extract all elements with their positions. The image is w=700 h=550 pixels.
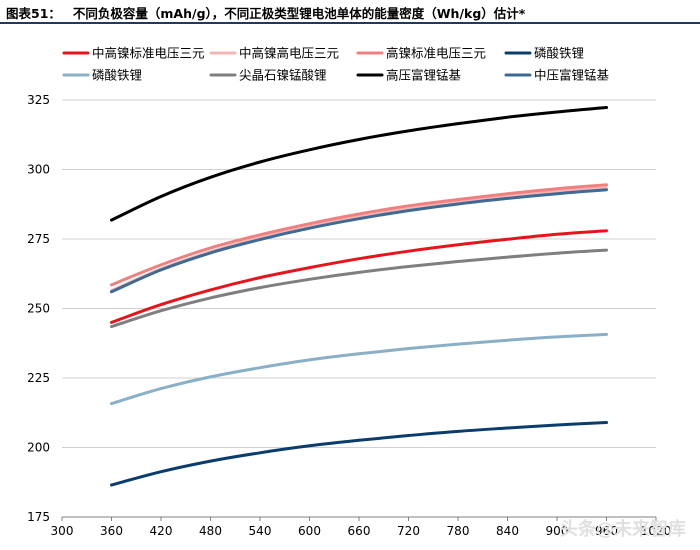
- legend-label-1: 中高镍标准电压三元: [92, 46, 205, 61]
- series-line-3: [110, 183, 608, 287]
- series-line-4: [110, 421, 608, 487]
- x-tick-label: 480: [199, 524, 222, 538]
- legend-label-5: 磷酸铁锂: [92, 68, 142, 83]
- gridlines: [62, 99, 656, 448]
- x-tick-label: 960: [595, 524, 618, 538]
- figure-number: 图表51：: [6, 6, 61, 21]
- y-tick-label: 225: [27, 371, 50, 385]
- series-line-6: [110, 248, 608, 329]
- y-tick-label: 325: [27, 93, 50, 107]
- x-tick-label: 840: [496, 524, 519, 538]
- watermark: 头条@未来智库: [560, 519, 686, 540]
- y-tick-label: 175: [27, 510, 50, 524]
- x-tick-label: 420: [150, 524, 173, 538]
- legend-label-6: 尖晶石镍锰酸锂: [239, 68, 327, 83]
- x-tick-label: 600: [298, 524, 321, 538]
- x-tick-label: 900: [546, 524, 569, 538]
- series-line-1: [110, 229, 608, 324]
- x-tick-label: 660: [348, 524, 371, 538]
- figure-title-text: 不同负极容量（mAh/g），不同正极类型锂电池单体的能量密度（Wh/kg）估计*: [72, 6, 526, 21]
- x-tick-label: 540: [249, 524, 272, 538]
- legend-label-2: 中高镍高电压三元: [239, 46, 339, 61]
- figure-title-bar: 图表51： 不同负极容量（mAh/g），不同正极类型锂电池单体的能量密度（Wh/k…: [0, 0, 700, 24]
- figure-title: 图表51： 不同负极容量（mAh/g），不同正极类型锂电池单体的能量密度（Wh/k…: [6, 3, 525, 22]
- series-lines: [110, 106, 608, 487]
- x-tick-label: 360: [100, 524, 123, 538]
- legend-label-4: 磷酸铁锂: [534, 46, 584, 61]
- y-tick-label: 300: [27, 163, 50, 177]
- series-line-7: [110, 106, 608, 222]
- y-tick-label: 250: [27, 302, 50, 316]
- y-tick-label: 200: [27, 441, 50, 455]
- legend-label-3: 高镍标准电压三元: [386, 46, 486, 61]
- series-line-8: [110, 188, 608, 294]
- x-tick-label: 300: [51, 524, 74, 538]
- x-tick-label: 720: [397, 524, 420, 538]
- legend-label-8: 中压富锂锰基: [534, 68, 610, 83]
- series-line-5: [110, 332, 608, 406]
- legend-label-7: 高压富锂锰基: [386, 68, 462, 83]
- y-tick-label: 275: [27, 232, 50, 246]
- x-tick-label: 1020: [641, 524, 672, 538]
- x-tick-label: 780: [447, 524, 470, 538]
- axes: 175 200 225 250 275 300 325 300 360 420 480 540 600 6…: [27, 93, 671, 538]
